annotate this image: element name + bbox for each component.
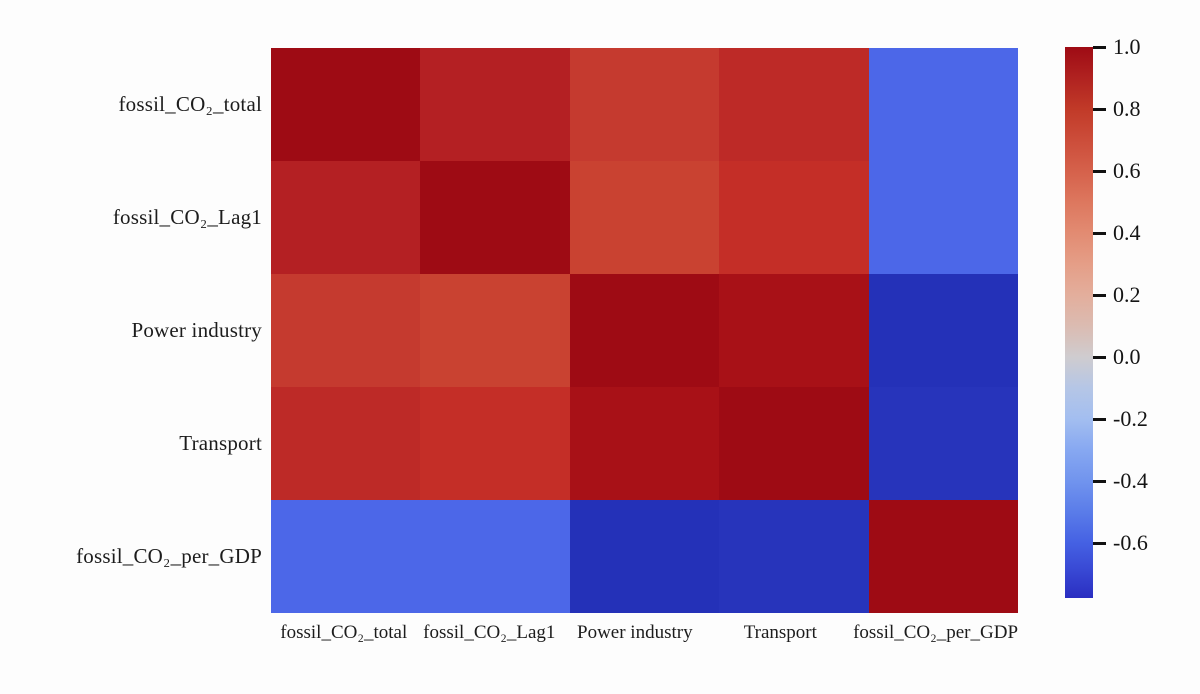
heatmap-cell xyxy=(719,274,869,387)
y-tick-label: fossil_CO₂_per_GDP xyxy=(76,544,262,568)
heatmap-cell xyxy=(868,387,1018,500)
x-tick-label: fossil_CO₂_total xyxy=(280,622,408,643)
y-tick-label: fossil_CO₂_Lag1 xyxy=(112,205,262,229)
heatmap-cell xyxy=(420,500,570,613)
colorbar-tick-label: 0.0 xyxy=(1113,343,1141,369)
y-tick-label: Power industry xyxy=(131,318,262,342)
heatmap-cell xyxy=(719,48,869,161)
heatmap-cell xyxy=(868,48,1018,161)
heatmap-cell xyxy=(719,387,869,500)
colorbar-tick-label: -0.2 xyxy=(1113,405,1148,431)
colorbar-tick-label: 0.2 xyxy=(1113,281,1141,307)
heatmap-cell xyxy=(271,274,421,387)
heatmap-cell xyxy=(719,500,869,613)
x-tick-label: fossil_CO₂_Lag1 xyxy=(423,622,556,643)
heatmap-cell xyxy=(271,500,421,613)
colorbar-tick-label: -0.6 xyxy=(1113,529,1148,555)
heatmap-grid xyxy=(271,48,1018,613)
colorbar-tick-label: -0.4 xyxy=(1113,467,1148,493)
heatmap-cell xyxy=(569,274,720,387)
colorbar-tick xyxy=(1093,417,1106,421)
colorbar-tick-label: 0.6 xyxy=(1113,157,1141,183)
heatmap-cell xyxy=(868,161,1018,274)
x-tick-label: fossil_CO₂_per_GDP xyxy=(853,622,1019,643)
colorbar-tick xyxy=(1093,541,1106,545)
heatmap-cell xyxy=(420,161,570,274)
y-tick-label: Transport xyxy=(179,431,262,455)
colorbar-tick xyxy=(1093,355,1106,359)
y-tick-label: fossil_CO₂_total xyxy=(118,92,262,116)
heatmap-cell xyxy=(271,387,421,500)
colorbar-tick-label: 0.4 xyxy=(1113,219,1141,245)
x-axis-labels: fossil_CO₂_total fossil_CO₂_Lag1 Power ind… xyxy=(271,620,1018,646)
colorbar-tick xyxy=(1093,293,1106,297)
x-tick-label: Transport xyxy=(743,622,817,643)
colorbar-tick xyxy=(1093,231,1106,235)
heatmap-cell xyxy=(271,48,421,161)
colorbar-tick xyxy=(1093,46,1106,49)
heatmap-cell xyxy=(420,387,570,500)
colorbar-gradient xyxy=(1065,47,1093,598)
heatmap-cell xyxy=(569,161,720,274)
heatmap-cell xyxy=(569,48,720,161)
x-tick-label: Power industry xyxy=(577,622,693,643)
y-axis-labels: fossil_CO₂_total fossil_CO₂_Lag1 Power ind… xyxy=(0,48,262,613)
heatmap-cell xyxy=(868,274,1018,387)
colorbar: 1.0 0.8 0.6 0.4 0.2 0.0 -0.2 -0.4 -0.6 xyxy=(1065,36,1148,598)
heatmap-cell xyxy=(569,500,720,613)
colorbar-tick-label: 0.8 xyxy=(1113,95,1141,121)
colorbar-tick-label: 1.0 xyxy=(1113,34,1141,59)
colorbar-tick xyxy=(1093,107,1106,111)
heatmap-cell xyxy=(569,387,720,500)
heatmap-cell xyxy=(719,161,869,274)
colorbar-tick xyxy=(1093,479,1106,483)
heatmap-cell xyxy=(420,274,570,387)
heatmap-cell xyxy=(271,161,421,274)
heatmap-cell xyxy=(420,48,570,161)
heatmap-cell xyxy=(868,500,1018,613)
colorbar-tick xyxy=(1093,169,1106,173)
